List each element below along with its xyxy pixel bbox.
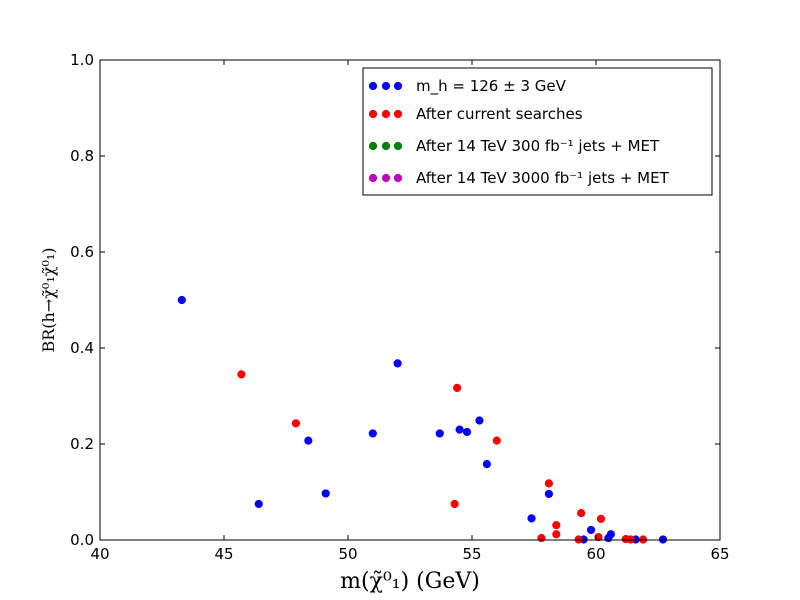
legend-marker [368,109,378,119]
legend-marker [368,173,378,183]
legend-marker [368,81,378,91]
data-point-series-0 [435,429,444,438]
data-point-series-0 [455,425,464,434]
x-tick-label: 65 [710,545,729,563]
x-tick-label: 60 [586,545,605,563]
data-point-series-0 [177,295,186,305]
axis-ticks: 40 45 50 55 60 65 0.0 0.2 0.4 0.6 0.8 1.0 [70,51,729,563]
data-point-series-1 [594,533,603,542]
data-point-series-1 [237,370,246,379]
data-point-series-0 [586,525,596,535]
legend-marker [368,141,378,151]
y-tick-label: 0.8 [70,147,94,165]
data-point-series-1 [450,499,459,509]
data-points [177,295,668,544]
legend-marker [381,141,391,151]
y-tick-label: 0.6 [70,243,94,261]
x-tick-label: 50 [338,545,357,563]
legend: m_h = 126 ± 3 GeV After current searches A… [362,67,713,196]
legend-marker [381,81,391,91]
data-point-series-0 [393,359,402,368]
data-point-series-1 [577,509,586,518]
x-axis-label: m(χ̃⁰₁) (GeV) [340,569,480,594]
data-point-series-0 [321,489,330,498]
data-point-series-1 [291,419,301,428]
legend-entry-label: m_h = 126 ± 3 GeV [416,77,567,96]
plot-frame [99,59,721,541]
y-axis-label: BR(h→χ̃⁰₁χ̃⁰₁) [39,247,58,352]
data-point-series-0 [482,460,491,469]
legend-entry-label: After 14 TeV 3000 fb⁻¹ jets + MET [416,169,670,187]
x-tick-label: 55 [462,545,481,563]
y-tick-label: 0.0 [70,531,94,549]
legend-entry-label: After 14 TeV 300 fb⁻¹ jets + MET [416,137,660,155]
legend-frame [362,67,713,196]
y-tick-label: 1.0 [70,51,94,69]
legend-entry-label: After current searches [416,105,583,123]
legend-marker [393,141,403,151]
legend-marker [393,173,403,183]
data-point-series-0 [304,436,313,445]
data-point-series-1 [492,436,501,445]
legend-marker [393,109,403,119]
data-point-series-1 [544,479,553,488]
data-point-series-0 [475,416,484,425]
x-tick-label: 45 [214,545,233,563]
legend-marker [393,81,403,91]
data-point-series-0 [527,514,536,523]
legend-marker [381,173,391,183]
x-tick-label: 40 [90,545,109,563]
data-point-series-0 [462,427,472,437]
y-tick-label: 0.4 [70,339,94,357]
data-point-series-0 [606,530,615,539]
data-point-series-1 [552,521,561,530]
data-point-series-1 [596,514,606,523]
data-point-series-0 [544,489,553,499]
legend-entries: m_h = 126 ± 3 GeV After current searches A… [368,77,670,187]
data-point-series-1 [453,383,462,392]
data-point-series-1 [552,530,561,539]
y-tick-label: 0.2 [70,435,94,453]
data-point-series-0 [368,429,377,438]
data-point-series-0 [254,499,263,509]
legend-marker [381,109,391,119]
data-point-series-1 [537,533,546,543]
